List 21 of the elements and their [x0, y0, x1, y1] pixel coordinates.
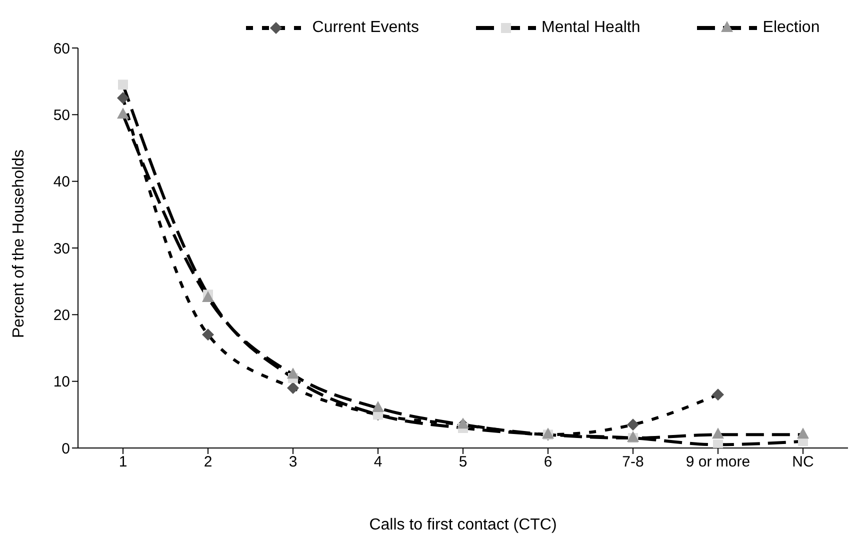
x-tick-label: 4	[374, 454, 382, 471]
y-axis-title: Percent of the Households	[10, 149, 28, 338]
x-tick-label: 2	[204, 454, 212, 471]
y-tick-label: 20	[53, 306, 70, 324]
x-axis-title: Calls to first contact (CTC)	[369, 516, 557, 534]
x-tick-label: 7-8	[622, 454, 644, 471]
y-tick-label: 50	[53, 106, 70, 124]
x-tick-label: 9 or more	[686, 454, 750, 471]
y-tick-label: 60	[53, 40, 70, 58]
legend-label: Current Events	[312, 19, 419, 37]
legend-label: Election	[762, 19, 820, 37]
y-tick-label: 40	[53, 174, 70, 191]
x-tick-label: 3	[288, 454, 298, 471]
y-tick-label: 0	[62, 440, 70, 458]
x-tick-label: 6	[544, 454, 552, 471]
y-tick-label: 30	[53, 240, 70, 258]
x-tick-label: NC	[792, 454, 814, 471]
x-tick-label: 1	[118, 454, 128, 471]
legend-label: Mental Health	[542, 19, 640, 37]
x-tick-label: 5	[458, 454, 468, 471]
y-tick-label: 10	[53, 374, 70, 391]
